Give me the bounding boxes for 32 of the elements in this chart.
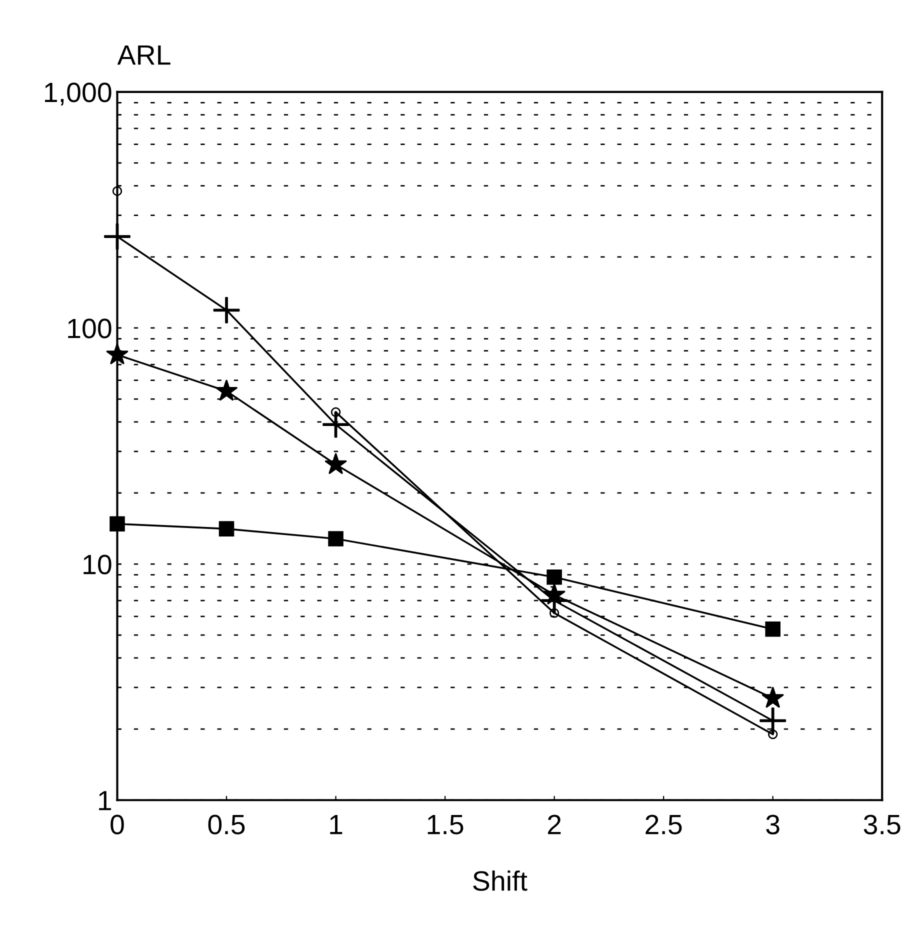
x-tick-label: 1 — [330, 815, 342, 834]
point — [549, 608, 560, 618]
point — [215, 379, 238, 401]
y-tick-label: 1,000 — [45, 82, 112, 106]
point — [322, 411, 349, 438]
point — [546, 570, 562, 585]
x-axis-title: Shift — [473, 870, 528, 891]
point — [328, 531, 344, 546]
x-tick-label: 2.5 — [646, 814, 682, 834]
y-axis-title: ARL — [117, 45, 170, 65]
point — [330, 407, 341, 418]
x-tick-label: 3.5 — [864, 814, 900, 834]
point — [768, 729, 778, 740]
y-tick-label: 100 — [68, 318, 112, 338]
x-tick-label: 2 — [548, 814, 561, 834]
point — [106, 342, 129, 364]
x-tick-label: 3 — [766, 814, 780, 834]
point — [324, 452, 348, 474]
point — [213, 296, 240, 324]
x-tick-label: 0.5 — [208, 814, 245, 834]
point — [762, 686, 784, 708]
point — [218, 521, 234, 536]
x-tick-label: 1.5 — [428, 815, 464, 834]
point — [760, 707, 786, 734]
point — [543, 583, 566, 605]
point — [112, 186, 122, 196]
x-tick-label: 0 — [110, 814, 124, 834]
y-tick-label: 10 — [84, 554, 112, 574]
point — [765, 622, 780, 637]
point — [110, 516, 125, 532]
point — [104, 223, 130, 250]
y-tick-label: 1 — [99, 791, 112, 810]
